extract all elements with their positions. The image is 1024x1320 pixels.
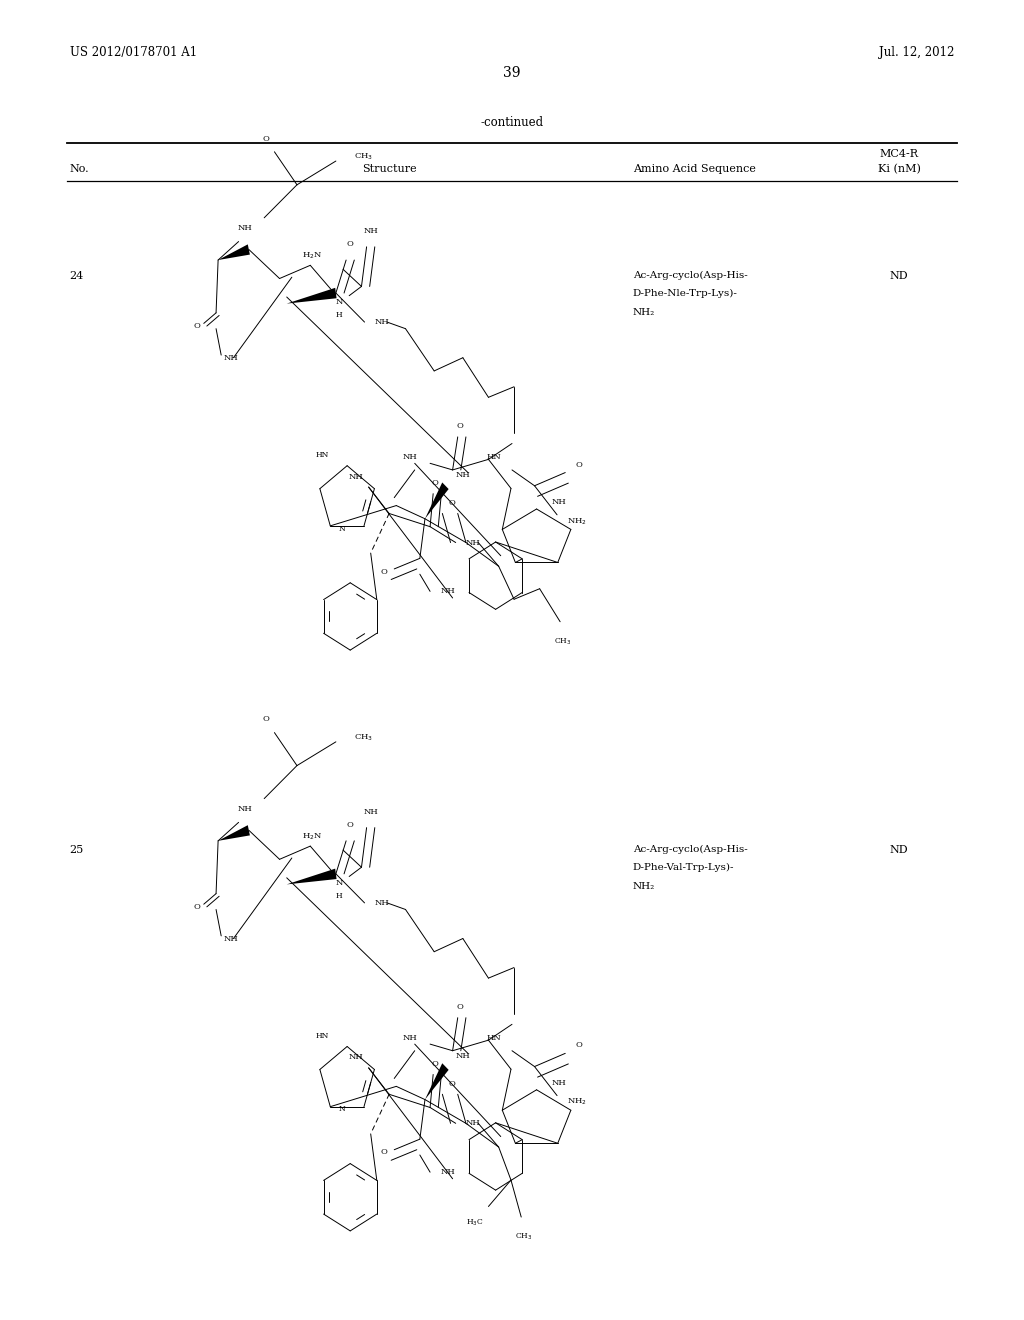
Text: O: O bbox=[380, 1148, 387, 1156]
Text: NH: NH bbox=[456, 471, 470, 479]
Text: NH₂: NH₂ bbox=[633, 882, 655, 891]
Text: HN: HN bbox=[487, 453, 502, 461]
Text: NH: NH bbox=[238, 224, 252, 232]
Text: NH: NH bbox=[223, 354, 238, 362]
Text: MC4-R: MC4-R bbox=[880, 149, 919, 160]
Text: HN: HN bbox=[315, 1032, 329, 1040]
Text: N: N bbox=[339, 524, 345, 532]
Text: NH: NH bbox=[238, 805, 252, 813]
Text: ND: ND bbox=[890, 271, 908, 281]
Text: NH: NH bbox=[466, 539, 480, 546]
Text: O: O bbox=[194, 903, 201, 911]
Text: 24: 24 bbox=[70, 271, 84, 281]
Text: Structure: Structure bbox=[361, 164, 417, 174]
Text: Ac-Arg-cyclo(Asp-His-: Ac-Arg-cyclo(Asp-His- bbox=[633, 845, 748, 854]
Text: No.: No. bbox=[70, 164, 89, 174]
Text: NH: NH bbox=[349, 473, 364, 480]
Text: Ki (nM): Ki (nM) bbox=[878, 164, 921, 174]
Text: US 2012/0178701 A1: US 2012/0178701 A1 bbox=[70, 46, 197, 59]
Text: O: O bbox=[432, 479, 438, 487]
Text: NH: NH bbox=[223, 935, 238, 942]
Polygon shape bbox=[287, 288, 337, 304]
Polygon shape bbox=[287, 869, 337, 884]
Text: ND: ND bbox=[890, 845, 908, 855]
Text: NH: NH bbox=[440, 587, 455, 595]
Text: O: O bbox=[194, 322, 201, 330]
Text: O: O bbox=[347, 821, 353, 829]
Polygon shape bbox=[425, 1064, 449, 1100]
Text: NH: NH bbox=[375, 318, 389, 326]
Polygon shape bbox=[218, 244, 250, 260]
Text: O: O bbox=[457, 1003, 463, 1011]
Text: NH: NH bbox=[349, 1053, 364, 1061]
Text: 39: 39 bbox=[503, 66, 521, 81]
Text: H$_2$N: H$_2$N bbox=[302, 251, 323, 261]
Text: D-Phe-Val-Trp-Lys)-: D-Phe-Val-Trp-Lys)- bbox=[633, 863, 734, 873]
Text: NH: NH bbox=[552, 499, 566, 507]
Text: H: H bbox=[336, 312, 342, 319]
Text: NH: NH bbox=[552, 1080, 566, 1088]
Text: O: O bbox=[449, 1080, 455, 1088]
Text: NH: NH bbox=[456, 1052, 470, 1060]
Text: HN: HN bbox=[315, 451, 329, 459]
Text: NH$_2$: NH$_2$ bbox=[567, 516, 587, 527]
Text: Amino Acid Sequence: Amino Acid Sequence bbox=[633, 164, 756, 174]
Text: CH$_3$: CH$_3$ bbox=[554, 636, 572, 647]
Text: NH: NH bbox=[364, 227, 378, 235]
Text: O: O bbox=[575, 461, 583, 469]
Text: HN: HN bbox=[487, 1034, 502, 1041]
Text: O: O bbox=[457, 422, 463, 430]
Text: CH$_3$: CH$_3$ bbox=[354, 152, 374, 162]
Text: 25: 25 bbox=[70, 845, 84, 855]
Text: NH: NH bbox=[466, 1119, 480, 1127]
Text: NH: NH bbox=[375, 899, 389, 907]
Text: O: O bbox=[432, 1060, 438, 1068]
Text: NH: NH bbox=[440, 1168, 455, 1176]
Text: NH: NH bbox=[364, 808, 378, 816]
Text: Ac-Arg-cyclo(Asp-His-: Ac-Arg-cyclo(Asp-His- bbox=[633, 271, 748, 280]
Text: N: N bbox=[336, 298, 343, 306]
Text: O: O bbox=[449, 499, 455, 507]
Text: O: O bbox=[575, 1041, 583, 1049]
Polygon shape bbox=[425, 483, 449, 519]
Text: NH₂: NH₂ bbox=[633, 308, 655, 317]
Polygon shape bbox=[218, 825, 250, 841]
Text: N: N bbox=[339, 1105, 345, 1113]
Text: D-Phe-Nle-Trp-Lys)-: D-Phe-Nle-Trp-Lys)- bbox=[633, 289, 737, 298]
Text: NH: NH bbox=[403, 453, 418, 461]
Text: Jul. 12, 2012: Jul. 12, 2012 bbox=[879, 46, 954, 59]
Text: O: O bbox=[263, 715, 269, 723]
Text: CH$_3$: CH$_3$ bbox=[515, 1232, 534, 1242]
Text: H$_3$C: H$_3$C bbox=[466, 1217, 483, 1228]
Text: H: H bbox=[336, 892, 342, 900]
Text: O: O bbox=[380, 568, 387, 576]
Text: O: O bbox=[347, 240, 353, 248]
Text: O: O bbox=[263, 135, 269, 143]
Text: H$_2$N: H$_2$N bbox=[302, 832, 323, 842]
Text: N: N bbox=[336, 879, 343, 887]
Text: NH$_2$: NH$_2$ bbox=[567, 1097, 587, 1107]
Text: NH: NH bbox=[403, 1034, 418, 1041]
Text: CH$_3$: CH$_3$ bbox=[354, 733, 374, 743]
Text: -continued: -continued bbox=[480, 116, 544, 129]
